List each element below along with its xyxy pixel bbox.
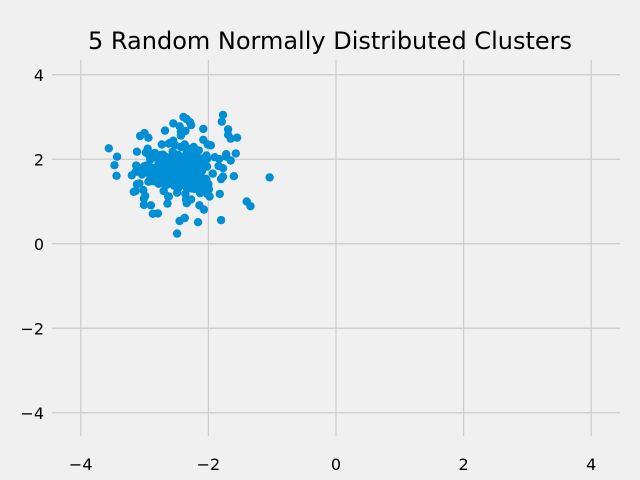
data-point [216, 215, 226, 225]
data-point [140, 128, 149, 138]
chart-title: 5 Random Normally Distributed Clusters [88, 27, 572, 55]
data-point [202, 189, 212, 199]
data-point [164, 192, 173, 201]
data-point [208, 169, 217, 178]
data-point [139, 194, 149, 203]
data-point [172, 229, 182, 238]
x-tick-label: 2 [459, 455, 469, 474]
data-points [104, 110, 274, 238]
data-point [132, 147, 142, 156]
grid-lines [52, 60, 620, 436]
x-tick-label: 0 [331, 455, 341, 474]
x-tick-label: −4 [69, 455, 93, 474]
data-point [229, 172, 239, 181]
x-tick-label: 4 [586, 455, 596, 474]
data-point [215, 189, 224, 199]
data-point [129, 187, 138, 196]
data-point [182, 114, 191, 124]
data-point [160, 126, 170, 135]
data-point [141, 148, 150, 157]
data-point [217, 117, 226, 126]
data-point [110, 161, 119, 170]
data-point [146, 177, 155, 186]
data-point [104, 144, 114, 153]
data-point [218, 110, 228, 120]
data-point [112, 171, 121, 180]
data-point [153, 209, 163, 218]
data-point [157, 140, 166, 149]
y-tick-labels: −4 −2 0 2 4 [20, 66, 44, 423]
data-point [173, 185, 182, 194]
data-point [246, 202, 255, 211]
data-point [223, 125, 233, 134]
data-point [139, 162, 149, 171]
data-point [202, 175, 211, 184]
data-point [232, 133, 242, 142]
data-point [164, 160, 173, 169]
data-point [231, 149, 240, 158]
data-point [196, 168, 205, 177]
data-point [170, 149, 179, 158]
data-point [222, 150, 231, 159]
data-point [176, 169, 186, 179]
data-point [155, 162, 164, 172]
data-point [218, 172, 228, 181]
data-point [146, 155, 155, 164]
data-point [137, 170, 147, 179]
data-point [195, 188, 205, 198]
x-tick-labels: −4 −2 0 2 4 [69, 455, 596, 474]
y-tick-label: −4 [20, 404, 44, 423]
data-point [181, 155, 191, 164]
data-point [195, 201, 204, 210]
data-point [169, 119, 178, 128]
y-tick-label: 0 [34, 235, 44, 254]
data-point [139, 200, 149, 210]
data-point [190, 161, 199, 170]
x-tick-label: −2 [197, 455, 221, 474]
data-point [146, 201, 156, 210]
data-point [132, 161, 141, 170]
data-point [148, 169, 157, 178]
data-point [214, 161, 223, 171]
data-point [131, 167, 140, 177]
data-point [203, 140, 212, 149]
data-point [150, 148, 159, 158]
data-point [161, 180, 170, 190]
data-point [193, 218, 203, 227]
data-point [180, 213, 189, 223]
data-point [169, 136, 178, 145]
data-point [186, 120, 196, 130]
data-point [155, 172, 164, 181]
data-point [182, 199, 191, 208]
data-point [175, 122, 184, 131]
data-point [154, 179, 163, 188]
data-point [181, 126, 190, 136]
data-point [188, 181, 198, 190]
y-tick-label: 4 [34, 66, 44, 85]
y-tick-label: 2 [34, 150, 44, 169]
data-point [226, 156, 235, 165]
data-point [132, 180, 142, 189]
data-point [197, 154, 207, 163]
data-point [112, 152, 122, 161]
data-point [265, 173, 274, 182]
data-point [163, 199, 172, 208]
y-tick-label: −2 [20, 319, 44, 338]
data-point [171, 177, 180, 186]
data-point [199, 124, 208, 134]
data-point [182, 143, 191, 153]
data-point [210, 153, 219, 162]
